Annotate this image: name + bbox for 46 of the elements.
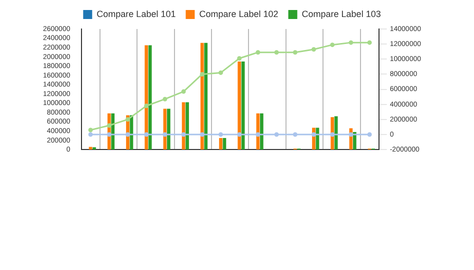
point	[181, 89, 186, 94]
point	[292, 132, 298, 137]
point	[237, 56, 242, 61]
point	[237, 132, 242, 137]
point	[312, 132, 316, 137]
point	[274, 50, 279, 55]
point	[162, 96, 168, 102]
point	[181, 132, 186, 137]
point	[218, 132, 224, 137]
point	[106, 123, 112, 128]
point	[88, 128, 93, 132]
point	[126, 117, 130, 122]
point	[144, 104, 149, 108]
point	[106, 132, 112, 137]
point	[126, 132, 130, 137]
point	[256, 50, 260, 55]
point	[274, 132, 279, 137]
point	[367, 40, 372, 45]
bar	[219, 138, 222, 150]
point	[218, 70, 224, 75]
point	[330, 42, 335, 48]
bar	[353, 132, 356, 150]
point	[348, 132, 354, 137]
point	[162, 132, 168, 137]
point	[348, 40, 354, 45]
bar	[111, 113, 115, 150]
point	[200, 72, 204, 76]
point	[200, 132, 204, 137]
legend-label: Compare Label 102	[199, 8, 278, 19]
bar	[144, 45, 148, 150]
bar	[260, 113, 264, 150]
legend-label: Compare Label 103	[302, 8, 381, 19]
point	[88, 132, 93, 137]
legend-label: Compare Label 101	[96, 8, 176, 19]
bar	[238, 61, 242, 150]
bar	[204, 42, 208, 150]
point	[292, 50, 298, 55]
point	[330, 132, 335, 137]
bar	[186, 102, 189, 150]
point	[312, 47, 316, 52]
point	[144, 132, 149, 137]
point	[256, 132, 260, 137]
point	[367, 132, 372, 137]
bar	[92, 147, 96, 150]
bar	[200, 42, 204, 150]
bar	[167, 108, 170, 150]
